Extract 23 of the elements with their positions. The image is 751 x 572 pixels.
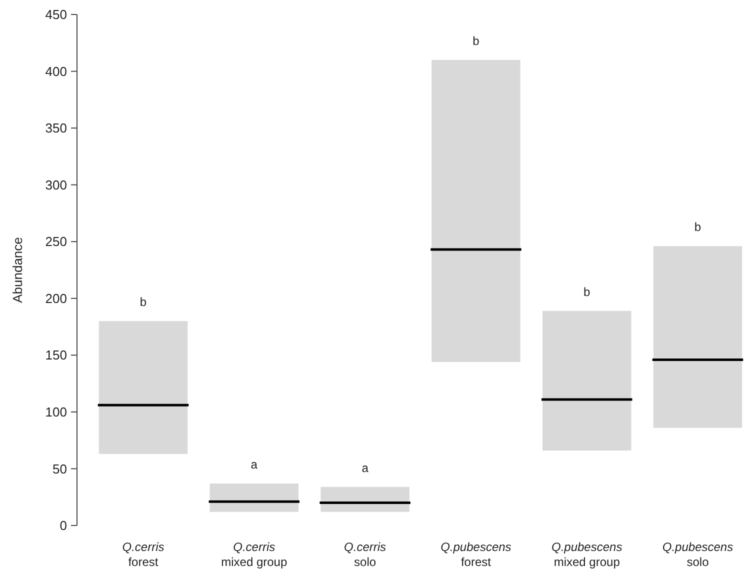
x-tick-label: Q.pubescens forest [440,540,512,569]
y-tick-label: 200 [45,290,67,306]
x-tick-label: Q.cerris mixed group [221,540,288,569]
y-tick-label: 350 [45,120,67,136]
y-tick-label: 150 [45,348,67,363]
y-tick-label: 450 [45,7,67,22]
y-tick-label: 100 [45,404,67,420]
annotation: a [250,457,258,472]
y-tick-label: 400 [45,64,67,79]
x-tick-label: Q.cerris solo [344,540,386,569]
x-tick-label: Q.pubescens mixed group [552,540,622,569]
x-tick-label: Q.cerris forest [122,540,164,569]
annotation: b [694,220,702,234]
y-axis-title: Abundance [10,237,25,303]
y-tick-label: 0 [60,518,67,534]
annotation: a [362,460,369,475]
annotation: b [472,34,480,48]
annotation: b [140,295,147,310]
y-tick-label: 300 [45,177,67,192]
y-tick-label: 50 [52,461,67,476]
x-tick-label: Q.pubescens solo [662,540,734,569]
y-tick-label: 250 [45,234,67,250]
annotation: b [584,284,591,299]
